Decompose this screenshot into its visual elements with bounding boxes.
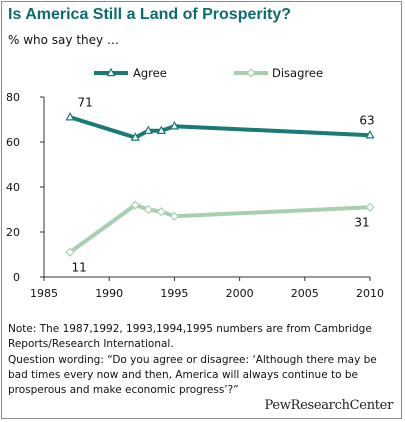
x-tick-label: 1995 (160, 287, 188, 300)
data-point-disagree (156, 207, 166, 217)
data-labels: 71 63 11 31 (71, 95, 374, 274)
legend-label-agree: Agree (133, 66, 167, 80)
y-tick-label: 80 (6, 91, 20, 104)
legend-marker-agree (106, 67, 116, 77)
data-point-agree (156, 125, 166, 134)
chart-subtitle: % who say they … (8, 33, 119, 47)
question-wording-note: Question wording: “Do you agree or disag… (8, 354, 377, 396)
x-tick-label: 1990 (95, 287, 123, 300)
data-point-disagree (65, 247, 75, 257)
line-chart: 0 20 40 60 80 1985 1990 1995 2000 2005 2010 Agree D… (6, 66, 384, 300)
data-point-disagree (169, 211, 179, 221)
data-point-agree (365, 129, 375, 139)
data-label: 63 (359, 113, 374, 127)
axes: 0 20 40 60 80 1985 1990 1995 2000 2005 2010 (6, 91, 384, 300)
y-tick-label: 0 (13, 271, 20, 284)
legend-marker-disagree (246, 68, 256, 78)
legend: Agree Disagree (94, 66, 323, 80)
pew-logo: PewResearchCenter (264, 398, 394, 413)
data-label: 31 (354, 215, 369, 229)
data-point-agree (169, 120, 180, 130)
data-point-disagree (365, 202, 375, 212)
y-tick-label: 40 (6, 181, 20, 194)
data-point-agree (130, 132, 140, 141)
y-tick-label: 60 (6, 136, 20, 149)
series-line-agree (69, 115, 371, 140)
x-tick-label: 1985 (30, 287, 58, 300)
y-tick-label: 20 (6, 226, 20, 239)
data-label: 11 (71, 260, 86, 274)
x-tick-label: 2005 (291, 287, 319, 300)
x-tick-label: 2010 (356, 287, 384, 300)
data-point-disagree (130, 200, 140, 210)
legend-label-disagree: Disagree (272, 66, 323, 80)
data-point-agree (143, 125, 153, 134)
chart-title: Is America Still a Land of Prosperity? (8, 6, 292, 23)
data-label: 71 (77, 95, 92, 109)
source-note: Note: The 1987,1992, 1993,1994,1995 numb… (8, 323, 372, 350)
series-line-disagree (68, 203, 371, 254)
data-point-agree (65, 111, 75, 121)
series-layer (65, 111, 375, 257)
data-point-disagree (143, 204, 153, 215)
x-tick-label: 2000 (226, 287, 254, 300)
